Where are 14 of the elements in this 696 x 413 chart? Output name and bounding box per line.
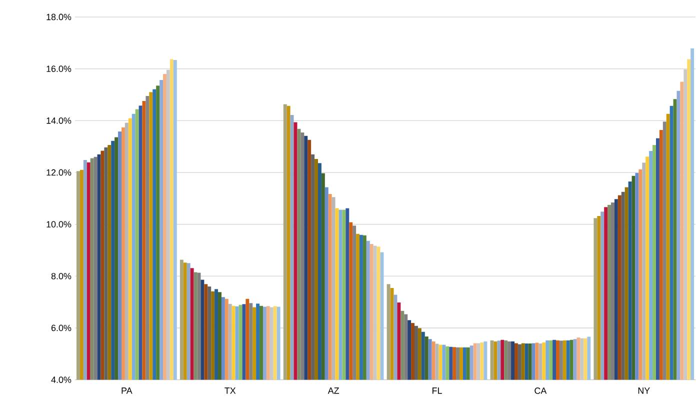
x-tick-label: AZ	[328, 388, 340, 394]
x-tick-label: FL	[432, 388, 442, 394]
x-tick-label: PA	[122, 388, 132, 394]
x-tick-label: TX	[224, 388, 236, 394]
y-tick-label: 10.0%	[46, 221, 72, 228]
x-tick-label: NY	[638, 388, 650, 394]
y-tick-label: 6.0%	[51, 324, 72, 332]
y-tick-label: 14.0%	[46, 118, 72, 124]
x-tick-label: CA	[534, 388, 547, 394]
y-tick-label: 12.0%	[46, 169, 72, 176]
y-tick-label: 4.0%	[51, 376, 72, 384]
y-tick-label: 8.0%	[51, 273, 72, 280]
y-tick-label: 18.0%	[46, 14, 72, 20]
y-tick-label: 16.0%	[46, 66, 72, 72]
